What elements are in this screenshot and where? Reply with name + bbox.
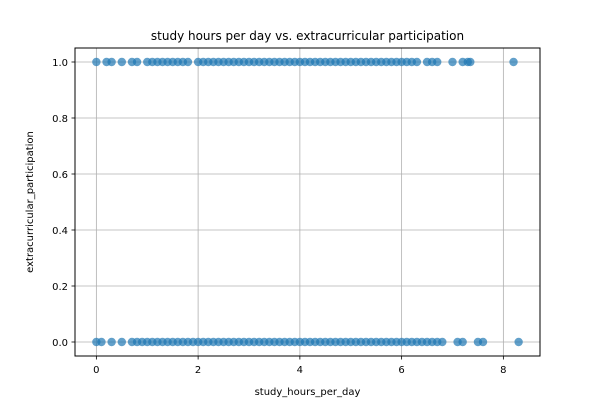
x-tick-label: 8 xyxy=(500,365,506,376)
x-tick-label: 2 xyxy=(195,365,201,376)
chart-title: study hours per day vs. extracurricular … xyxy=(151,29,464,43)
data-point xyxy=(97,337,106,347)
x-tick-label: 4 xyxy=(297,365,303,376)
data-point xyxy=(412,57,422,67)
axis-tick-labels: 0 2 4 6 8 0.0 0.2 0.4 0.6 0.8 1.0 xyxy=(52,58,506,376)
y-tick-label: 0.4 xyxy=(52,226,68,237)
data-point xyxy=(117,337,127,347)
axis-ticks xyxy=(71,61,504,360)
data-point xyxy=(107,57,116,67)
data-point xyxy=(107,337,116,347)
data-point xyxy=(92,57,101,67)
x-axis-title: study_hours_per_day xyxy=(255,387,361,398)
data-point xyxy=(466,57,475,67)
data-points xyxy=(92,57,523,347)
y-tick-label: 0.6 xyxy=(52,170,68,181)
data-point xyxy=(433,57,442,67)
y-axis-title: extracurricular_participation xyxy=(25,131,36,273)
data-point xyxy=(509,57,518,67)
x-tick-label: 6 xyxy=(398,365,404,376)
data-point xyxy=(132,57,142,67)
y-tick-label: 1.0 xyxy=(52,58,68,69)
y-tick-label: 0.2 xyxy=(52,282,68,293)
data-point xyxy=(448,57,457,67)
data-point xyxy=(458,337,467,347)
x-tick-label: 0 xyxy=(93,365,99,376)
plot-frame xyxy=(74,47,541,357)
data-point xyxy=(514,337,523,347)
y-tick-label: 0.0 xyxy=(52,338,68,349)
y-tick-label: 0.8 xyxy=(52,114,68,125)
data-point xyxy=(438,337,447,347)
data-point xyxy=(478,337,488,347)
data-point xyxy=(117,57,127,67)
data-point xyxy=(183,57,193,67)
